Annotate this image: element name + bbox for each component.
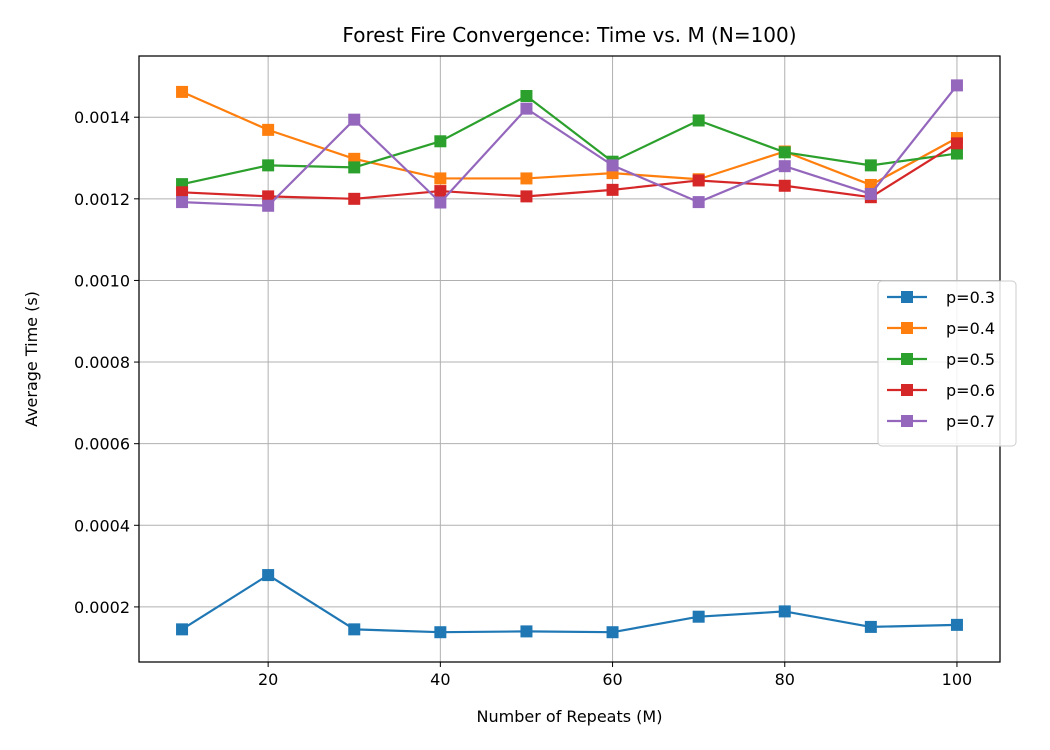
data-point [348, 113, 361, 126]
x-tick-label: 40 [430, 670, 450, 689]
data-point [778, 179, 791, 192]
data-point [950, 79, 963, 92]
data-point [262, 159, 275, 172]
legend: p=0.3 p=0.4 p=0.5 p=0.6 p=0.7 [877, 280, 1017, 447]
data-point [176, 196, 189, 209]
y-tick-label: 0.0012 [74, 190, 130, 209]
y-tick-label: 0.0002 [74, 598, 130, 617]
data-point [864, 159, 877, 172]
data-point [434, 185, 447, 198]
data-point [262, 569, 275, 582]
data-point [692, 196, 705, 209]
data-point [348, 192, 361, 205]
legend-label: p=0.7 [946, 412, 995, 431]
data-point [520, 102, 533, 115]
legend-item: p=0.3 [887, 288, 995, 307]
legend-item: p=0.6 [887, 381, 995, 400]
series-p=0.3 [176, 569, 963, 639]
x-tick-label: 100 [942, 670, 973, 689]
data-point [778, 160, 791, 173]
data-point [434, 135, 447, 148]
legend-marker [901, 322, 913, 334]
data-point [606, 626, 619, 639]
data-point [262, 123, 275, 136]
legend-label: p=0.4 [946, 319, 995, 338]
legend-item: p=0.5 [887, 350, 995, 369]
legend-label: p=0.6 [946, 381, 995, 400]
data-point [950, 137, 963, 150]
data-point [520, 172, 533, 185]
legend-marker [901, 353, 913, 365]
data-point [606, 183, 619, 196]
data-point [692, 114, 705, 127]
legend-marker [901, 384, 913, 396]
legend-label: p=0.5 [946, 350, 995, 369]
y-tick-label: 0.0006 [74, 435, 130, 454]
data-point [434, 172, 447, 185]
series-line [181, 90, 958, 187]
chart-title: Forest Fire Convergence: Time vs. M (N=1… [342, 23, 796, 47]
y-tick-label: 0.0014 [74, 108, 130, 127]
legend-item: p=0.7 [887, 412, 995, 431]
series-line [182, 84, 958, 207]
series-line [181, 94, 958, 186]
series-p=0.7 [176, 79, 963, 212]
legend-marker [901, 291, 913, 303]
x-tick-label: 80 [775, 670, 795, 689]
data-point [950, 618, 963, 631]
series-line [181, 573, 957, 634]
y-tick-label: 0.0004 [74, 516, 130, 535]
data-point [434, 196, 447, 209]
legend-label: p=0.3 [946, 288, 995, 307]
legend-item: p=0.4 [887, 319, 995, 338]
data-point [950, 147, 963, 160]
x-axis: 20 40 60 80 100 [258, 662, 972, 689]
x-axis-label: Number of Repeats (M) [477, 707, 663, 726]
data-point [778, 605, 791, 618]
series-p=0.6 [176, 137, 963, 205]
data-point [176, 85, 189, 98]
data-point [692, 174, 705, 187]
data-point [606, 159, 619, 172]
data-point [520, 625, 533, 638]
data-point [520, 89, 533, 102]
data-point [176, 186, 189, 199]
data-point [434, 626, 447, 639]
data-point [176, 623, 189, 636]
legend-marker [901, 415, 913, 427]
x-tick-label: 60 [602, 670, 622, 689]
data-point [778, 146, 791, 159]
data-point [864, 620, 877, 633]
data-point [864, 187, 877, 200]
series-line [181, 142, 958, 200]
data-point [262, 199, 275, 212]
y-tick-label: 0.0008 [74, 353, 130, 372]
data-point [348, 623, 361, 636]
data-point [348, 161, 361, 174]
series-group [176, 79, 963, 639]
data-point [692, 610, 705, 623]
y-axis-label: Average Time (s) [22, 291, 41, 427]
y-tick-label: 0.0010 [74, 271, 130, 290]
data-point [520, 190, 533, 203]
data-point [262, 190, 275, 203]
y-axis: 0.0002 0.0004 0.0006 0.0008 0.0010 0.0012 0.00… [74, 108, 139, 617]
x-tick-label: 20 [258, 670, 278, 689]
